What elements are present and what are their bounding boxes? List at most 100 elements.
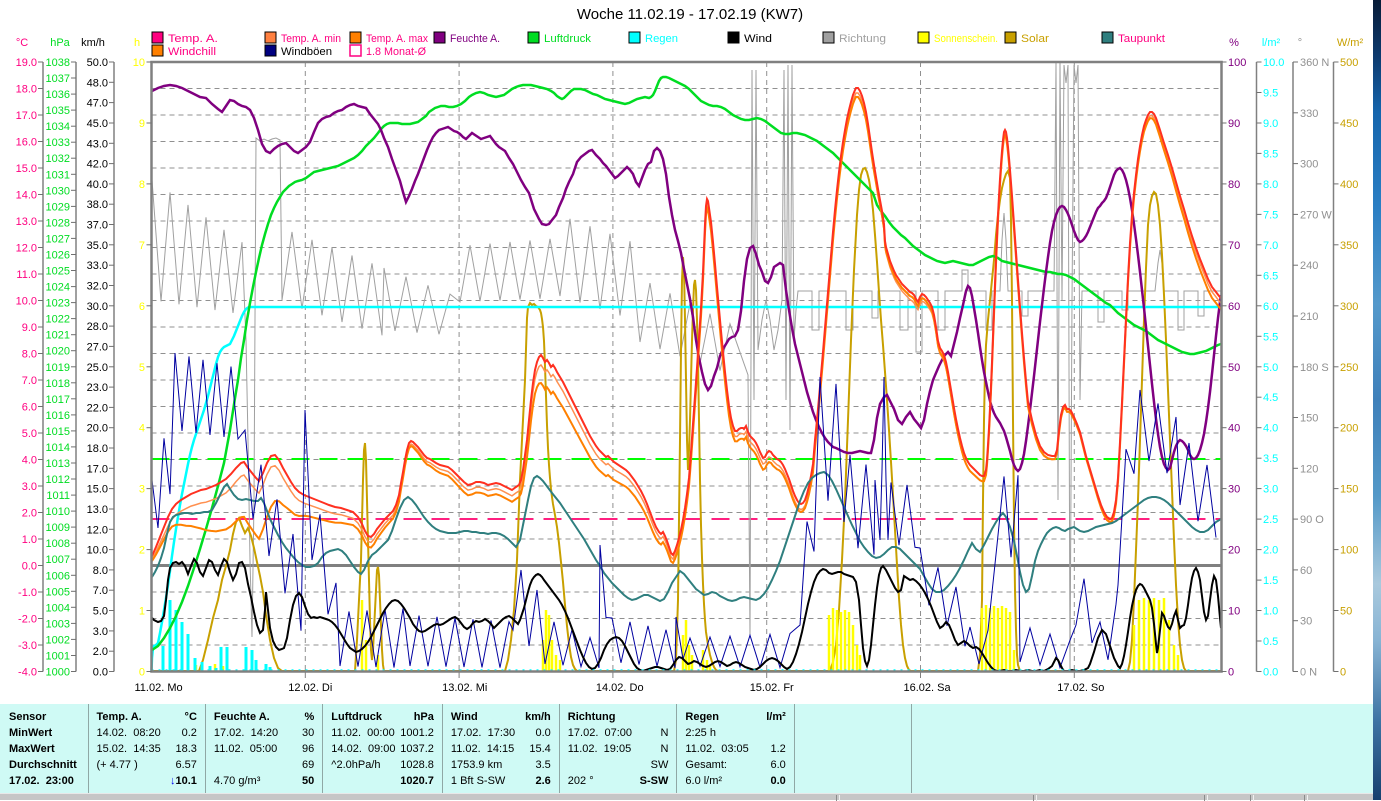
svg-text:210: 210 <box>1300 311 1318 323</box>
svg-text:60: 60 <box>1228 301 1240 313</box>
svg-text:-4.0: -4.0 <box>18 667 37 679</box>
svg-text:37.0: 37.0 <box>87 220 108 232</box>
svg-text:42.0: 42.0 <box>87 159 108 171</box>
svg-text:1027: 1027 <box>46 233 70 245</box>
svg-text:1005: 1005 <box>46 586 70 598</box>
svg-text:Taupunkt: Taupunkt <box>1118 33 1165 45</box>
svg-text:W/m²: W/m² <box>1337 37 1364 49</box>
svg-text:7.0: 7.0 <box>93 585 108 597</box>
svg-text:8.5: 8.5 <box>1263 148 1278 160</box>
svg-text:9: 9 <box>139 118 145 130</box>
svg-text:1020: 1020 <box>46 346 70 358</box>
svg-text:Solar: Solar <box>1021 33 1049 45</box>
svg-text:-1.0: -1.0 <box>18 587 37 599</box>
svg-text:5.0: 5.0 <box>93 606 108 618</box>
svg-text:1028: 1028 <box>46 217 70 229</box>
svg-text:l/m²: l/m² <box>1262 37 1281 49</box>
svg-text:6.0: 6.0 <box>22 402 37 414</box>
svg-text:1.0: 1.0 <box>22 534 37 546</box>
svg-text:70: 70 <box>1228 240 1240 252</box>
svg-text:13.0: 13.0 <box>87 504 108 516</box>
svg-text:1012: 1012 <box>46 474 70 486</box>
svg-text:330: 330 <box>1300 108 1318 120</box>
svg-text:30.0: 30.0 <box>87 301 108 313</box>
svg-text:22.0: 22.0 <box>87 402 108 414</box>
svg-text:60: 60 <box>1300 565 1312 577</box>
svg-text:15.0: 15.0 <box>87 484 108 496</box>
svg-text:450: 450 <box>1340 118 1358 130</box>
svg-text:h: h <box>134 37 140 49</box>
svg-text:11.0: 11.0 <box>16 269 37 281</box>
svg-text:15.02. Fr: 15.02. Fr <box>750 682 794 694</box>
svg-text:Sonnenschein.: Sonnenschein. <box>934 33 998 45</box>
svg-text:8: 8 <box>139 179 145 191</box>
svg-text:-2.0: -2.0 <box>18 614 37 626</box>
svg-text:17.0: 17.0 <box>16 110 37 122</box>
svg-text:10.0: 10.0 <box>1263 57 1284 69</box>
svg-text:0: 0 <box>139 667 145 679</box>
svg-text:12.02. Di: 12.02. Di <box>288 682 332 694</box>
svg-text:19.0: 19.0 <box>16 57 37 69</box>
svg-text:270 W: 270 W <box>1300 209 1332 221</box>
svg-text:10: 10 <box>1228 606 1240 618</box>
svg-text:°: ° <box>1298 37 1302 49</box>
svg-text:2.0: 2.0 <box>22 508 37 520</box>
svg-text:5.5: 5.5 <box>1263 331 1278 343</box>
svg-text:1009: 1009 <box>46 522 70 534</box>
svg-text:2.0: 2.0 <box>93 646 108 658</box>
svg-text:1016: 1016 <box>46 410 70 422</box>
svg-text:1010: 1010 <box>46 506 70 518</box>
svg-text:2.5: 2.5 <box>1263 514 1278 526</box>
svg-text:Woche 11.02.19 - 17.02.19 (KW7: Woche 11.02.19 - 17.02.19 (KW7) <box>577 6 803 23</box>
svg-text:hPa: hPa <box>50 37 70 49</box>
svg-text:150: 150 <box>1340 484 1358 496</box>
svg-text:0.0: 0.0 <box>93 667 108 679</box>
svg-text:1.5: 1.5 <box>1263 575 1278 587</box>
svg-text:4: 4 <box>139 423 145 435</box>
svg-text:300: 300 <box>1340 301 1358 313</box>
svg-text:17.0: 17.0 <box>87 463 108 475</box>
svg-text:1024: 1024 <box>46 282 70 294</box>
svg-text:16.02. Sa: 16.02. Sa <box>904 682 952 694</box>
svg-text:1001: 1001 <box>46 651 70 663</box>
svg-text:9.5: 9.5 <box>1263 88 1278 100</box>
svg-text:13.02. Mi: 13.02. Mi <box>442 682 487 694</box>
svg-text:13.0: 13.0 <box>16 216 37 228</box>
svg-text:100: 100 <box>1340 545 1358 557</box>
svg-text:12.0: 12.0 <box>16 243 37 255</box>
svg-text:1035: 1035 <box>46 105 70 117</box>
svg-text:14.0: 14.0 <box>16 190 37 202</box>
svg-text:1026: 1026 <box>46 250 70 262</box>
svg-text:360 N: 360 N <box>1300 57 1329 69</box>
svg-text:1037: 1037 <box>46 73 70 85</box>
svg-text:15.0: 15.0 <box>16 163 37 175</box>
svg-text:1004: 1004 <box>46 602 70 614</box>
svg-text:1: 1 <box>139 606 145 618</box>
svg-text:7.0: 7.0 <box>1263 240 1278 252</box>
svg-text:45.0: 45.0 <box>87 118 108 130</box>
svg-text:%: % <box>1229 37 1239 49</box>
svg-text:7.5: 7.5 <box>1263 209 1278 221</box>
svg-text:1036: 1036 <box>46 89 70 101</box>
svg-text:1034: 1034 <box>46 121 70 133</box>
svg-text:1000: 1000 <box>46 667 70 679</box>
svg-text:40: 40 <box>1228 423 1240 435</box>
svg-text:-3.0: -3.0 <box>18 640 37 652</box>
svg-text:350: 350 <box>1340 240 1358 252</box>
svg-text:0 N: 0 N <box>1300 667 1317 679</box>
svg-text:23.0: 23.0 <box>87 382 108 394</box>
svg-text:1019: 1019 <box>46 362 70 374</box>
svg-text:28.0: 28.0 <box>87 321 108 333</box>
svg-text:90 O: 90 O <box>1300 514 1324 526</box>
svg-text:Temp. A. max: Temp. A. max <box>366 33 428 45</box>
svg-text:18.0: 18.0 <box>87 443 108 455</box>
svg-text:11.02. Mo: 11.02. Mo <box>135 682 183 694</box>
svg-text:1011: 1011 <box>46 490 70 502</box>
svg-text:1.8 Monat-Ø: 1.8 Monat-Ø <box>366 46 426 58</box>
svg-text:38.0: 38.0 <box>87 199 108 211</box>
svg-text:Luftdruck: Luftdruck <box>544 33 592 45</box>
svg-text:Richtung: Richtung <box>839 33 886 45</box>
svg-text:Temp. A.: Temp. A. <box>168 33 218 45</box>
svg-text:2.0: 2.0 <box>1263 545 1278 557</box>
svg-text:20.0: 20.0 <box>87 423 108 435</box>
